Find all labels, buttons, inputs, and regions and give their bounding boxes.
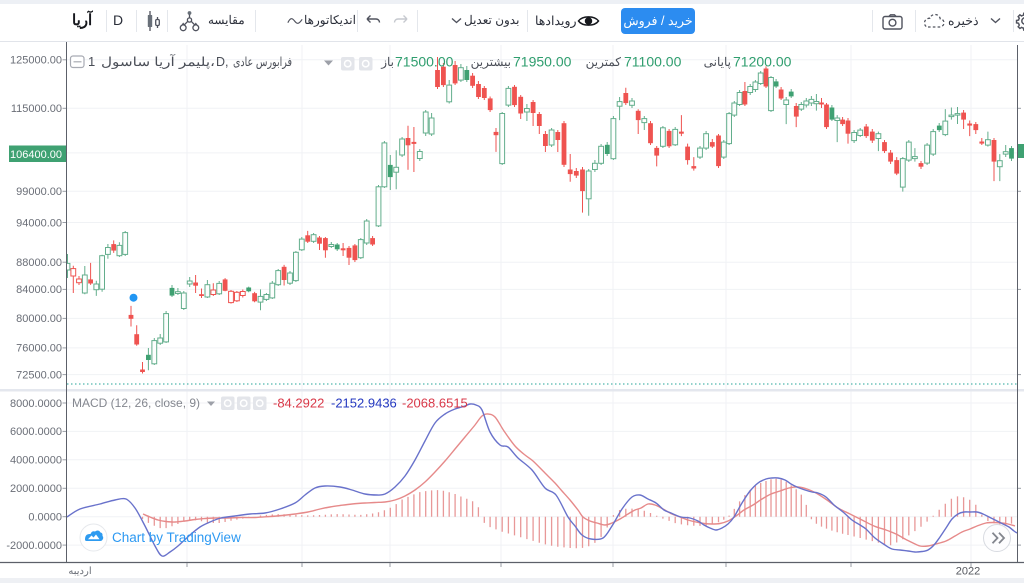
- svg-text:2022: 2022: [956, 566, 980, 578]
- svg-text:115000.00: 115000.00: [11, 103, 62, 115]
- svg-text:0.0000: 0.0000: [28, 512, 62, 524]
- svg-text:کمترین: کمترین: [586, 55, 622, 69]
- svg-text:D,: D,: [216, 55, 229, 69]
- svg-text:پلیمر آریا ساسول،: پلیمر آریا ساسول،: [101, 53, 215, 70]
- svg-text:-84.2922: -84.2922: [273, 396, 324, 411]
- svg-text:71100.00: 71100.00: [624, 54, 682, 70]
- svg-text:-2068.6515: -2068.6515: [402, 396, 468, 411]
- svg-text:99000.00: 99000.00: [16, 186, 62, 198]
- svg-text:71950.00: 71950.00: [513, 54, 572, 70]
- svg-text:فرابورس عادی: فرابورس عادی: [233, 55, 292, 70]
- svg-text:-2000.0000: -2000.0000: [6, 540, 62, 552]
- svg-text:MACD (12, 26, close, 9): MACD (12, 26, close, 9): [72, 396, 200, 410]
- svg-text:72500.00: 72500.00: [16, 369, 62, 381]
- svg-text:88000.00: 88000.00: [16, 257, 62, 269]
- svg-text:6000.0000: 6000.0000: [10, 426, 62, 438]
- svg-text:پایانی: پایانی: [704, 55, 731, 69]
- svg-text:84000.00: 84000.00: [16, 284, 62, 296]
- svg-text:71200.00: 71200.00: [733, 54, 792, 70]
- svg-text:106400.00: 106400.00: [10, 149, 62, 161]
- svg-text:125000.00: 125000.00: [10, 55, 62, 67]
- svg-text:8000.0000: 8000.0000: [10, 398, 62, 410]
- svg-text:94000.00: 94000.00: [16, 217, 62, 229]
- svg-text:بیشترین: بیشترین: [471, 55, 511, 69]
- svg-text:80000.00: 80000.00: [16, 313, 62, 325]
- svg-text:-2152.9436: -2152.9436: [331, 396, 397, 411]
- svg-text:Chart by TradingView: Chart by TradingView: [112, 530, 241, 545]
- svg-text:1: 1: [88, 54, 95, 69]
- svg-text:4000.0000: 4000.0000: [10, 455, 62, 467]
- svg-text:اردیبه: اردیبه: [68, 566, 91, 577]
- svg-text:2000.0000: 2000.0000: [10, 483, 62, 495]
- svg-text:باز: باز: [380, 55, 394, 69]
- svg-text:71500.00: 71500.00: [395, 54, 454, 70]
- svg-text:76000.00: 76000.00: [16, 343, 62, 355]
